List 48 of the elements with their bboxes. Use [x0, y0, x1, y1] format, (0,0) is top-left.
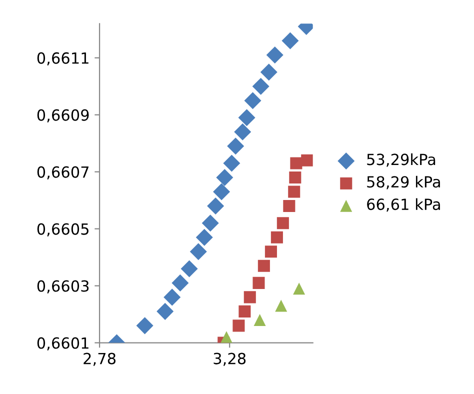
- point: [290, 157, 302, 170]
- y-tick-label: 0,6609: [37, 109, 89, 122]
- point: [283, 200, 296, 212]
- legend-label: 66,61 kPa: [367, 198, 440, 212]
- point: [202, 214, 219, 232]
- point: [238, 109, 256, 126]
- point: [223, 154, 240, 172]
- point: [282, 32, 299, 50]
- y-tick-label: 0,6603: [37, 280, 89, 294]
- legend-label: 53,29kPa: [367, 153, 436, 167]
- y-tick-label: 0,6605: [37, 223, 88, 236]
- point: [270, 231, 283, 244]
- point: [254, 314, 266, 326]
- point: [289, 171, 302, 184]
- point: [301, 154, 313, 166]
- point: [266, 46, 284, 64]
- point: [216, 169, 234, 186]
- point: [220, 331, 232, 343]
- legend-label: 58,29 kPa: [367, 176, 440, 190]
- point: [252, 276, 265, 289]
- point: [260, 64, 278, 81]
- point: [213, 183, 230, 200]
- y-tick-label: 0,6611: [37, 52, 88, 66]
- point: [234, 123, 252, 140]
- point: [156, 302, 174, 320]
- point: [276, 217, 289, 230]
- point: [227, 138, 244, 155]
- y-tick-label: 0,6607: [37, 166, 89, 180]
- x-tick-label: 3,28: [214, 352, 246, 366]
- point: [293, 282, 306, 295]
- point: [164, 288, 181, 306]
- point: [207, 198, 224, 215]
- point: [275, 300, 288, 312]
- point: [264, 246, 277, 258]
- point: [288, 186, 300, 198]
- x-tick-label: 2,78: [84, 352, 116, 366]
- point: [238, 305, 251, 318]
- point: [244, 92, 262, 110]
- point: [244, 291, 256, 304]
- point: [252, 78, 270, 95]
- point: [190, 243, 207, 260]
- point: [258, 260, 270, 272]
- point: [180, 260, 198, 278]
- point: [232, 320, 245, 332]
- y-tick-label: 0,6601: [37, 337, 88, 350]
- point: [196, 228, 213, 246]
- point: [172, 274, 189, 292]
- point: [136, 317, 154, 334]
